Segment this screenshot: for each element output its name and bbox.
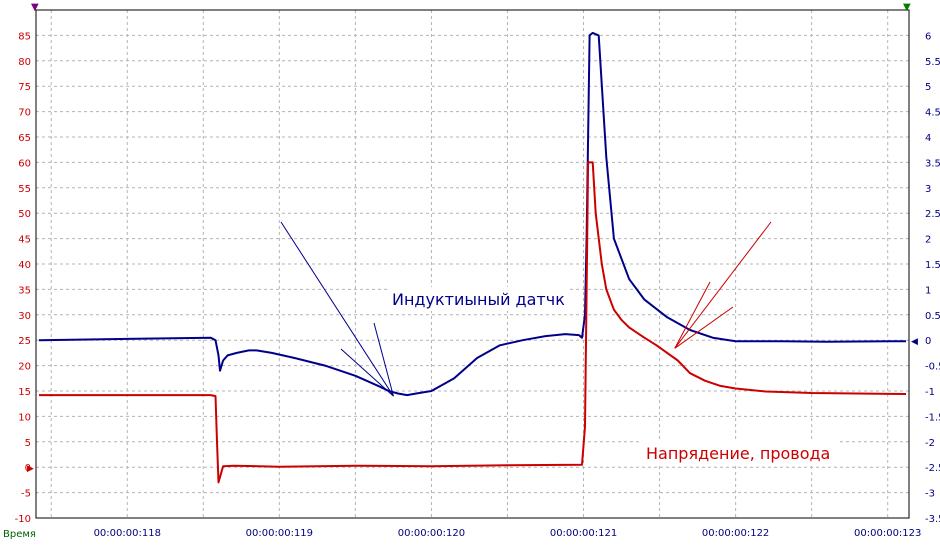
y-left-tick-label: 85: [18, 31, 31, 42]
annotation-pointer: [674, 221, 772, 349]
y-left-tick-label: 30: [18, 311, 31, 322]
annotation-pointer: [674, 306, 734, 349]
y-right-tick-label: 5: [925, 82, 931, 93]
y-left-tick-label: 20: [18, 362, 31, 373]
annotation-pointer: [373, 322, 394, 397]
y-right-tick-label: 4.5: [925, 108, 940, 119]
x-tick-label: 00:00:00:123: [854, 528, 921, 539]
y-right-tick-label: 3.5: [925, 158, 940, 169]
zero-right-marker: ◀: [911, 337, 918, 347]
y-left-tick-label: 40: [18, 260, 31, 271]
y-right-tick-label: -3.5: [925, 514, 940, 525]
y-right-tick-label: -1: [925, 387, 935, 398]
y-right-tick-label: 2.5: [925, 209, 940, 220]
x-tick-label: 00:00:00:120: [398, 528, 465, 539]
y-left-tick-label: 0: [25, 463, 31, 474]
y-left-tick-label: 15: [18, 387, 31, 398]
y-left-tick-label: 55: [18, 184, 31, 195]
x-tick-label: 00:00:00:119: [246, 528, 313, 539]
annotation-label-voltage: Напрядение, провода: [646, 444, 830, 463]
x-tick-label: 00:00:00:121: [550, 528, 617, 539]
y-right-tick-label: 6: [925, 31, 931, 42]
y-right-tick-label: -3: [925, 489, 935, 500]
annotation-pointer: [674, 281, 711, 349]
y-left-tick-label: 35: [18, 285, 31, 296]
y-left-tick-label: 5: [25, 438, 31, 449]
y-right-tick-label: 5.5: [925, 57, 940, 68]
y-left-tick-label: 50: [18, 209, 31, 220]
y-right-tick-label: -1.5: [925, 412, 940, 423]
right-axis-marker: ▼: [903, 2, 911, 13]
annotation-pointer: [340, 348, 394, 397]
series-line-0: [38, 31, 907, 397]
annotation-label-inductive: Индуктиыный датчк: [392, 290, 565, 309]
x-axis-label: Время: [3, 529, 36, 540]
y-right-tick-label: 0.5: [925, 311, 940, 322]
y-left-tick-label: -10: [15, 514, 31, 525]
zero-left-marker: ▶: [27, 464, 34, 474]
y-left-tick-label: 80: [18, 57, 31, 68]
series-line-1: [39, 161, 907, 484]
y-left-tick-label: 45: [18, 235, 31, 246]
y-left-tick-label: 10: [18, 412, 31, 423]
y-right-tick-label: -0.5: [925, 362, 940, 373]
y-right-tick-label: 2: [925, 235, 931, 246]
y-left-tick-label: 25: [18, 336, 31, 347]
y-left-tick-label: 60: [18, 158, 31, 169]
y-right-tick-label: 1.5: [925, 260, 940, 271]
left-axis-marker: ▼: [31, 2, 39, 13]
annotation-bg: [388, 287, 568, 311]
plot-frame: [35, 9, 910, 519]
y-left-tick-label: 70: [18, 108, 31, 119]
y-right-tick-label: 1: [925, 285, 931, 296]
y-right-tick-label: 4: [925, 133, 931, 144]
annotation-pointer: [280, 221, 394, 397]
y-left-tick-label: 75: [18, 82, 31, 93]
y-left-tick-label: 65: [18, 133, 31, 144]
x-tick-label: 00:00:00:122: [702, 528, 769, 539]
y-left-tick-label: -5: [21, 489, 31, 500]
x-tick-label: 00:00:00:118: [94, 528, 161, 539]
y-right-tick-label: 3: [925, 184, 931, 195]
y-right-tick-label: -2: [925, 438, 935, 449]
y-right-tick-label: 0: [925, 336, 931, 347]
annotation-bg: [642, 441, 837, 465]
y-right-tick-label: -2.5: [925, 463, 940, 474]
